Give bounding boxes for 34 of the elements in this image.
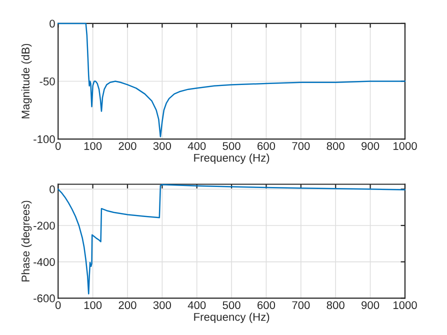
y-axis-title: Phase (degrees) bbox=[21, 200, 32, 282]
x-tick-label: 800 bbox=[326, 301, 344, 310]
y-tick-label: 0 bbox=[50, 20, 55, 28]
x-axis-title: Frequency (Hz) bbox=[194, 154, 270, 164]
y-tick-label: -50 bbox=[40, 78, 55, 86]
x-tick-label: 0 bbox=[55, 301, 61, 310]
y-tick-label: 0 bbox=[50, 185, 55, 194]
x-tick-label: 200 bbox=[118, 142, 136, 150]
x-tick-label: 500 bbox=[222, 142, 240, 150]
x-tick-label: 1000 bbox=[393, 142, 417, 150]
y-tick-label: -200 bbox=[34, 222, 55, 230]
x-tick-label: 900 bbox=[362, 301, 380, 310]
line-series bbox=[57, 22, 406, 138]
x-tick-label: 400 bbox=[188, 301, 206, 310]
x-tick-label: 100 bbox=[84, 301, 102, 310]
x-tick-label: 900 bbox=[362, 142, 380, 150]
x-tick-label: 700 bbox=[292, 301, 310, 310]
x-tick-label: 600 bbox=[258, 142, 276, 150]
x-tick-label: 800 bbox=[326, 142, 344, 150]
y-tick-label: -600 bbox=[34, 294, 55, 302]
x-axis-title: Frequency (Hz) bbox=[194, 312, 270, 324]
x-tick-label: 600 bbox=[258, 301, 276, 310]
y-axis-title: Magnitude (dB) bbox=[21, 44, 32, 118]
y-tick-label: -100 bbox=[34, 135, 55, 144]
y-tick-label: -400 bbox=[34, 258, 55, 266]
x-tick-label: 700 bbox=[292, 142, 310, 150]
x-tick-label: 100 bbox=[84, 142, 102, 150]
x-tick-label: 300 bbox=[153, 142, 172, 150]
x-tick-label: 0 bbox=[55, 142, 61, 150]
x-tick-label: 1000 bbox=[393, 301, 417, 310]
x-tick-label: 300 bbox=[153, 301, 172, 310]
x-tick-label: 200 bbox=[118, 301, 136, 310]
x-tick-label: 500 bbox=[222, 301, 240, 310]
x-tick-label: 400 bbox=[188, 142, 206, 150]
